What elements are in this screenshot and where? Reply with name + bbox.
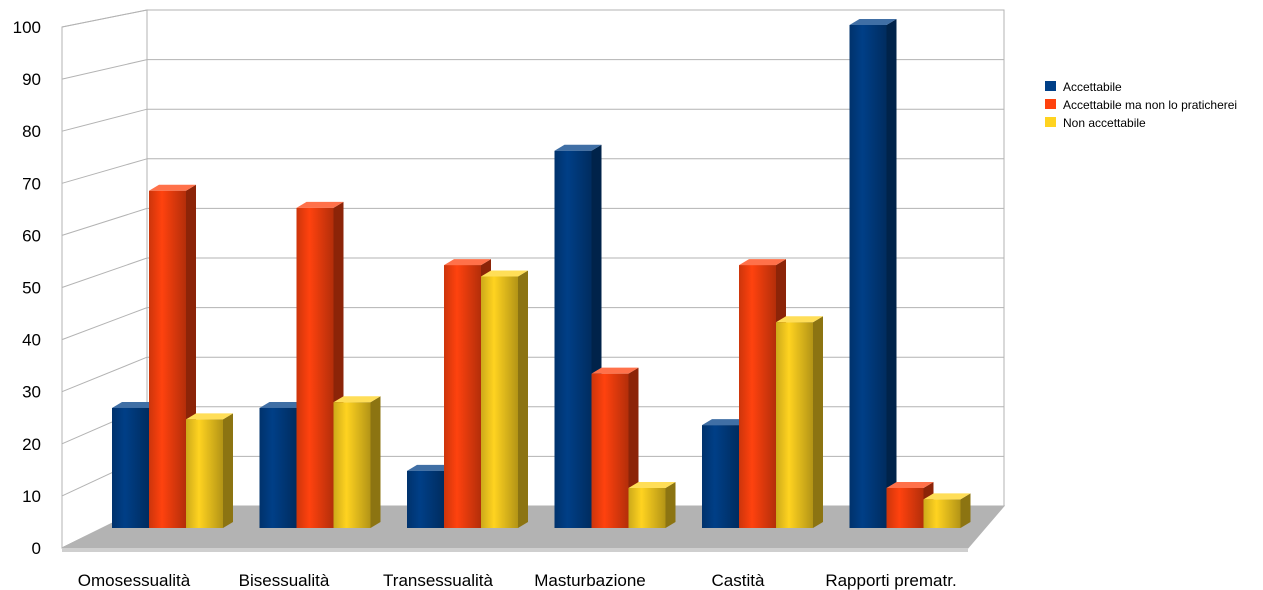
bar — [923, 493, 971, 528]
bar-front — [923, 499, 961, 528]
y-axis-ticks: 0 10 20 30 40 50 60 70 80 90 100 — [13, 18, 41, 558]
legend-swatch — [1045, 117, 1056, 127]
x-tick-label: Rapporti prematr. — [825, 571, 956, 590]
bar-front — [259, 407, 297, 528]
bar-side — [223, 413, 233, 528]
bar-front — [112, 407, 149, 528]
legend-item: Accettabile ma non lo praticherei — [1045, 98, 1237, 112]
y-tick-label: 60 — [22, 226, 41, 245]
legend-swatch — [1045, 81, 1056, 91]
legend-swatch — [1045, 99, 1056, 109]
bar-top — [554, 144, 602, 151]
bar-top — [849, 19, 897, 25]
gridline-wall — [61, 59, 148, 80]
legend-item: Accettabile — [1045, 80, 1122, 94]
legend-label: Accettabile ma non lo praticherei — [1063, 98, 1237, 112]
y-tick-label: 80 — [22, 122, 41, 141]
bar-top — [149, 184, 196, 191]
bar-front — [849, 25, 887, 528]
bar-front — [739, 265, 776, 528]
bar-top — [296, 201, 344, 208]
bar-side — [960, 493, 971, 528]
legend: Accettabile Accettabile ma non lo pratich… — [1045, 80, 1237, 130]
bar-front — [776, 322, 813, 528]
bar-top — [591, 367, 639, 374]
x-tick-label: Bisessualità — [239, 571, 330, 590]
bar-side — [665, 481, 676, 528]
bar-top — [481, 270, 528, 277]
bar-top — [112, 401, 159, 408]
y-tick-label: 0 — [32, 539, 41, 558]
bar-side — [813, 316, 823, 528]
bar — [186, 413, 233, 528]
bar-front — [591, 373, 629, 528]
bar-top — [923, 493, 971, 500]
gridline-wall — [61, 108, 148, 132]
gridline-wall — [61, 356, 148, 393]
bar-top — [702, 419, 749, 426]
y-tick-label: 70 — [22, 174, 41, 193]
x-tick-label: Castità — [712, 571, 765, 590]
gridline-wall — [61, 257, 148, 288]
bar-top — [739, 259, 786, 266]
bar-front — [444, 265, 481, 528]
gridline-wall — [61, 207, 148, 236]
bar-top — [886, 481, 934, 488]
x-tick-label: Masturbazione — [534, 571, 646, 590]
gridline-wall — [61, 9, 148, 28]
bar-top — [776, 316, 823, 323]
bar-front — [296, 207, 334, 528]
bar-top — [444, 259, 491, 266]
bar-front — [407, 470, 444, 528]
bar-top — [333, 396, 381, 403]
y-tick-label: 20 — [22, 435, 41, 454]
x-tick-label: Omosessualità — [78, 571, 191, 590]
bar — [849, 19, 897, 528]
bar-side — [518, 270, 528, 528]
gridline-wall — [61, 158, 148, 184]
bar-front — [481, 276, 518, 528]
bar-front — [886, 487, 924, 528]
bar-top — [186, 413, 233, 420]
y-tick-label: 30 — [22, 383, 41, 402]
bar-front — [186, 419, 223, 528]
x-axis-labels: Omosessualità Bisessualità Transessualità M… — [78, 571, 957, 590]
bar — [776, 316, 823, 528]
x-tick-label: Transessualità — [383, 571, 493, 590]
floor-edge — [62, 548, 968, 552]
y-tick-label: 40 — [22, 331, 41, 350]
bar-top — [628, 481, 676, 488]
bar-front — [333, 402, 371, 528]
legend-label: Non accettabile — [1063, 116, 1146, 130]
bar-front — [554, 150, 592, 528]
bar-top — [407, 464, 454, 471]
y-tick-label: 100 — [13, 18, 41, 37]
bar-front — [149, 190, 186, 529]
y-tick-label: 90 — [22, 70, 41, 89]
bar-top — [259, 401, 307, 408]
bar-side — [886, 19, 897, 528]
legend-label: Accettabile — [1063, 80, 1122, 94]
y-tick-label: 50 — [22, 279, 41, 298]
bar — [628, 481, 676, 528]
bar-front — [702, 425, 739, 528]
bar — [481, 270, 528, 528]
bar-side — [370, 396, 381, 528]
gridline-wall — [61, 307, 148, 341]
legend-item: Non accettabile — [1045, 116, 1146, 130]
bars — [112, 19, 971, 529]
y-tick-label: 10 — [22, 487, 41, 506]
bar-front — [628, 487, 666, 528]
bar — [333, 396, 381, 528]
